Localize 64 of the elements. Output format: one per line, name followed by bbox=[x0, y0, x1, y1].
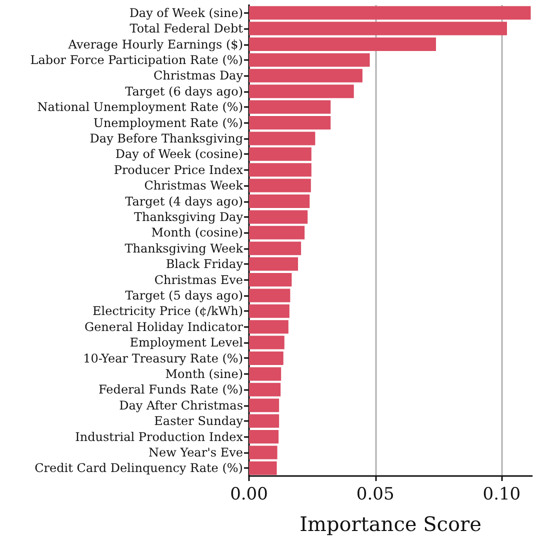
y-tick-label: Month (cosine) bbox=[151, 226, 243, 240]
y-tick-label: Day After Christmas bbox=[119, 398, 243, 412]
bar bbox=[249, 336, 284, 350]
bar bbox=[249, 430, 279, 444]
bar bbox=[249, 273, 292, 286]
bar bbox=[249, 163, 312, 177]
bar bbox=[249, 288, 290, 302]
bar bbox=[249, 398, 280, 412]
bar bbox=[249, 22, 507, 36]
bar bbox=[249, 38, 436, 51]
y-tick-label: Thanksgiving Day bbox=[134, 210, 244, 224]
bar bbox=[249, 226, 305, 240]
bar bbox=[249, 446, 278, 460]
y-tick-label: Black Friday bbox=[166, 257, 244, 272]
x-axis-title: Importance Score bbox=[300, 512, 482, 536]
y-tick-label: Industrial Production Index bbox=[75, 430, 244, 444]
bar bbox=[249, 242, 302, 256]
bar bbox=[249, 6, 531, 20]
y-tick-label: Labor Force Participation Rate (%) bbox=[30, 52, 243, 67]
y-tick-label: Easter Sunday bbox=[154, 414, 244, 428]
y-tick-label: Producer Price Index bbox=[114, 162, 244, 177]
bar bbox=[249, 53, 370, 67]
bar bbox=[249, 461, 277, 475]
y-tick-label: Employment Level bbox=[130, 336, 244, 350]
x-tick-label: 0.05 bbox=[356, 484, 394, 504]
y-tick-label: Thanksgiving Week bbox=[124, 241, 244, 256]
y-tick-label: National Unemployment Rate (%) bbox=[37, 100, 243, 114]
y-tick-label: Day Before Thanksgiving bbox=[90, 131, 244, 146]
x-tick-label: 0.10 bbox=[482, 484, 521, 504]
bar bbox=[249, 257, 298, 271]
bar bbox=[249, 382, 281, 396]
bar bbox=[249, 414, 280, 428]
bar bbox=[249, 367, 282, 381]
y-tick-label: New Year's Eve bbox=[148, 445, 243, 460]
y-tick-label: Day of Week (cosine) bbox=[115, 147, 243, 162]
y-tick-label: General Holiday Indicator bbox=[84, 320, 244, 334]
y-tick-label: Christmas Day bbox=[153, 68, 244, 83]
bar bbox=[249, 100, 331, 114]
bar bbox=[249, 320, 288, 334]
y-tick-label: Month (sine) bbox=[165, 366, 243, 381]
bar bbox=[249, 147, 312, 161]
x-tick-label: 0.00 bbox=[230, 484, 268, 504]
bar bbox=[249, 304, 290, 318]
y-tick-label: 10-Year Treasury Rate (%) bbox=[83, 351, 243, 366]
bar bbox=[249, 210, 308, 224]
y-tick-label: Electricity Price (¢/kWh) bbox=[92, 304, 243, 318]
bar bbox=[249, 178, 311, 192]
bar bbox=[249, 116, 331, 130]
y-tick-label: Average Hourly Earnings ($) bbox=[67, 37, 243, 52]
y-tick-label: Target (6 days ago) bbox=[125, 84, 243, 98]
y-tick-label: Total Federal Debt bbox=[130, 22, 244, 36]
bar bbox=[249, 84, 354, 98]
y-tick-label: Target (4 days ago) bbox=[125, 194, 243, 208]
y-tick-label: Christmas Eve bbox=[154, 272, 243, 287]
bar bbox=[249, 194, 310, 208]
bar bbox=[249, 132, 316, 146]
y-tick-label: Target (5 days ago) bbox=[125, 288, 243, 302]
bar bbox=[249, 68, 362, 82]
y-tick-label: Credit Card Delinquency Rate (%) bbox=[34, 461, 243, 476]
bar bbox=[249, 352, 284, 365]
y-tick-label: Unemployment Rate (%) bbox=[93, 116, 243, 130]
y-tick-label: Christmas Week bbox=[144, 178, 244, 193]
y-tick-label: Day of Week (sine) bbox=[129, 6, 243, 20]
y-tick-label: Federal Funds Rate (%) bbox=[98, 382, 243, 397]
